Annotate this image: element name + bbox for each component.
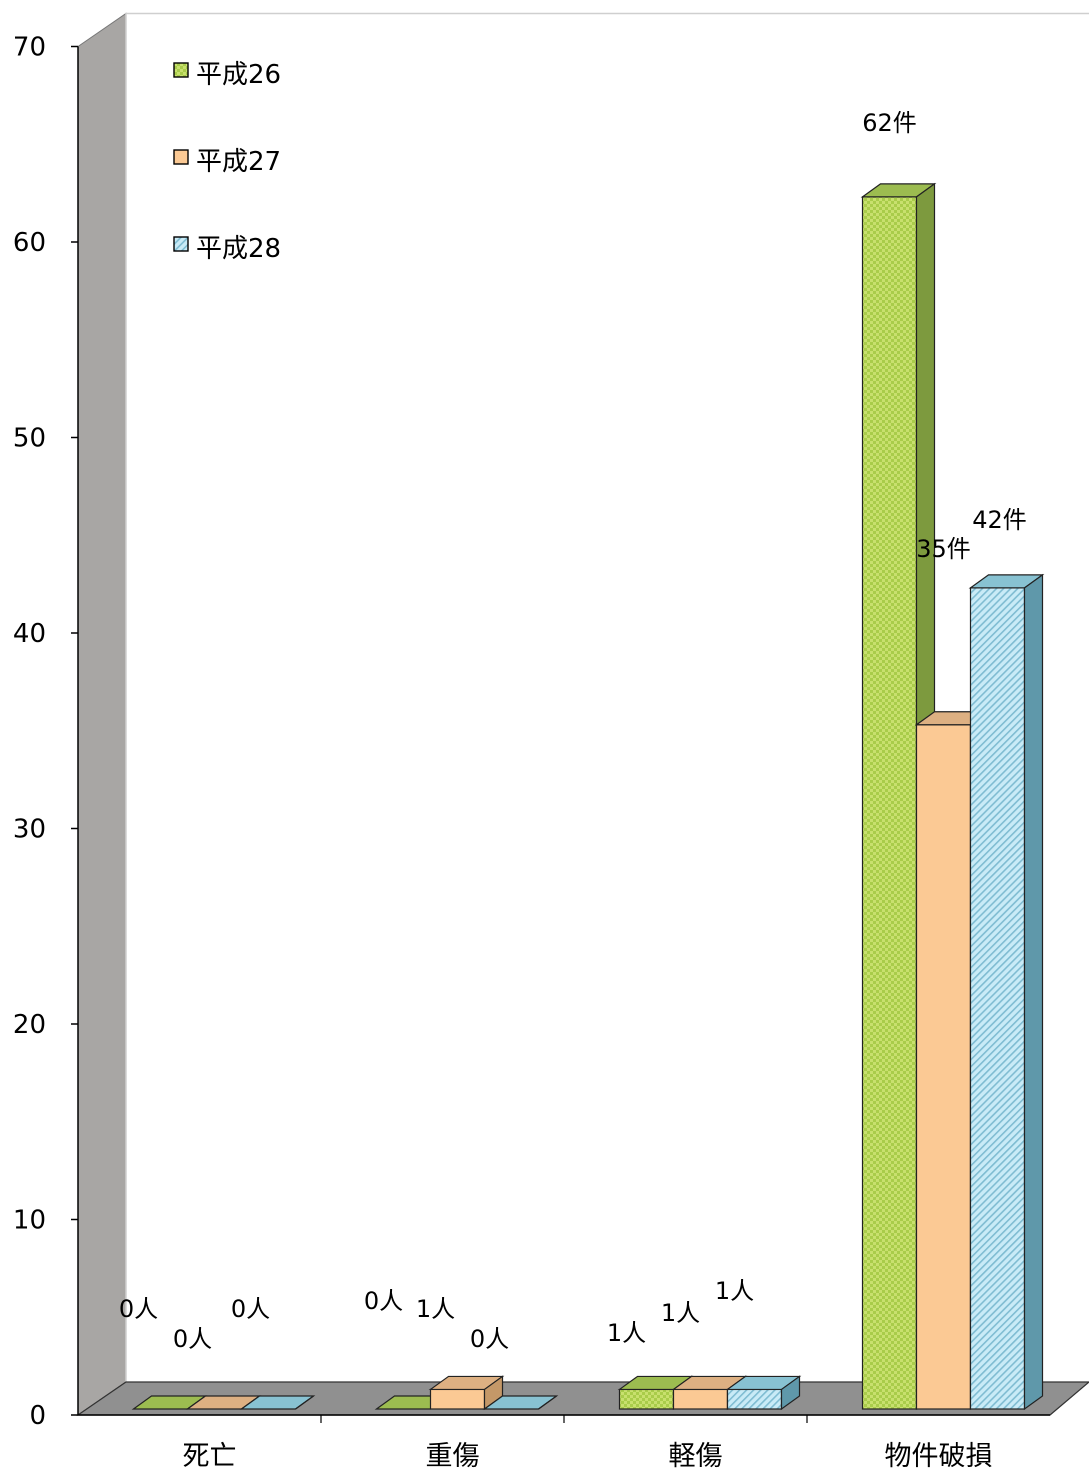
bar-side	[780, 1375, 801, 1411]
chart-walls	[76, 12, 1089, 1416]
data-label: 1人	[715, 1277, 754, 1305]
legend-label: 平成28	[196, 234, 281, 264]
legend-item: 平成28	[173, 234, 281, 264]
bar	[428, 1375, 505, 1411]
bars	[131, 182, 1045, 1411]
legend: 平成26 平成27 平成28	[173, 60, 281, 264]
x-tick-label: 重傷	[426, 1441, 480, 1472]
y-tick-label: 60	[13, 228, 46, 258]
legend-swatch	[173, 236, 189, 252]
legend-swatch	[173, 149, 189, 165]
data-label: 0人	[173, 1325, 212, 1353]
bar	[725, 1375, 802, 1411]
data-label: 0人	[119, 1295, 158, 1323]
bar-front	[429, 1388, 486, 1410]
bar-front	[618, 1388, 675, 1410]
data-label: 35件	[916, 535, 971, 563]
data-label: 1人	[416, 1295, 455, 1323]
data-label: 0人	[231, 1295, 270, 1323]
x-tick-label: 軽傷	[669, 1441, 723, 1472]
bar-side	[1023, 573, 1044, 1411]
legend-item: 平成26	[173, 60, 281, 90]
bar-front	[672, 1388, 729, 1410]
y-tick-label: 0	[29, 1401, 46, 1431]
y-tick-label: 30	[13, 815, 46, 845]
data-label: 1人	[661, 1299, 700, 1327]
data-label: 62件	[862, 109, 917, 137]
x-tick-label: 物件破損	[885, 1441, 993, 1472]
legend-swatch	[173, 62, 189, 78]
bar-side	[295, 1395, 314, 1410]
data-label: 1人	[607, 1319, 646, 1347]
bar-front	[726, 1388, 783, 1410]
y-tick-label: 50	[13, 424, 46, 454]
bar	[482, 1395, 559, 1410]
bar-front	[969, 587, 1026, 1410]
y-tick-label: 40	[13, 619, 46, 649]
data-label: 0人	[364, 1287, 403, 1315]
y-tick-label: 10	[13, 1206, 46, 1236]
y-tick-label: 70	[13, 33, 46, 63]
bar	[968, 573, 1045, 1411]
bar	[239, 1395, 316, 1410]
bar-side	[538, 1395, 557, 1410]
side-wall	[77, 12, 127, 1416]
y-axis: 0 10 20 30 40 50 60 70	[13, 33, 78, 1431]
y-tick-label: 20	[13, 1010, 46, 1040]
data-label: 0人	[470, 1325, 509, 1353]
back-wall-edge	[125, 12, 1089, 1382]
legend-label: 平成26	[196, 60, 281, 90]
x-tick-label: 死亡	[183, 1441, 237, 1472]
data-label: 42件	[972, 506, 1027, 534]
x-axis: 死亡 重傷 軽傷 物件破損	[183, 1415, 993, 1472]
legend-label: 平成27	[196, 147, 281, 177]
bar-front	[915, 724, 972, 1410]
legend-item: 平成27	[173, 147, 281, 177]
bar-front	[861, 196, 918, 1410]
